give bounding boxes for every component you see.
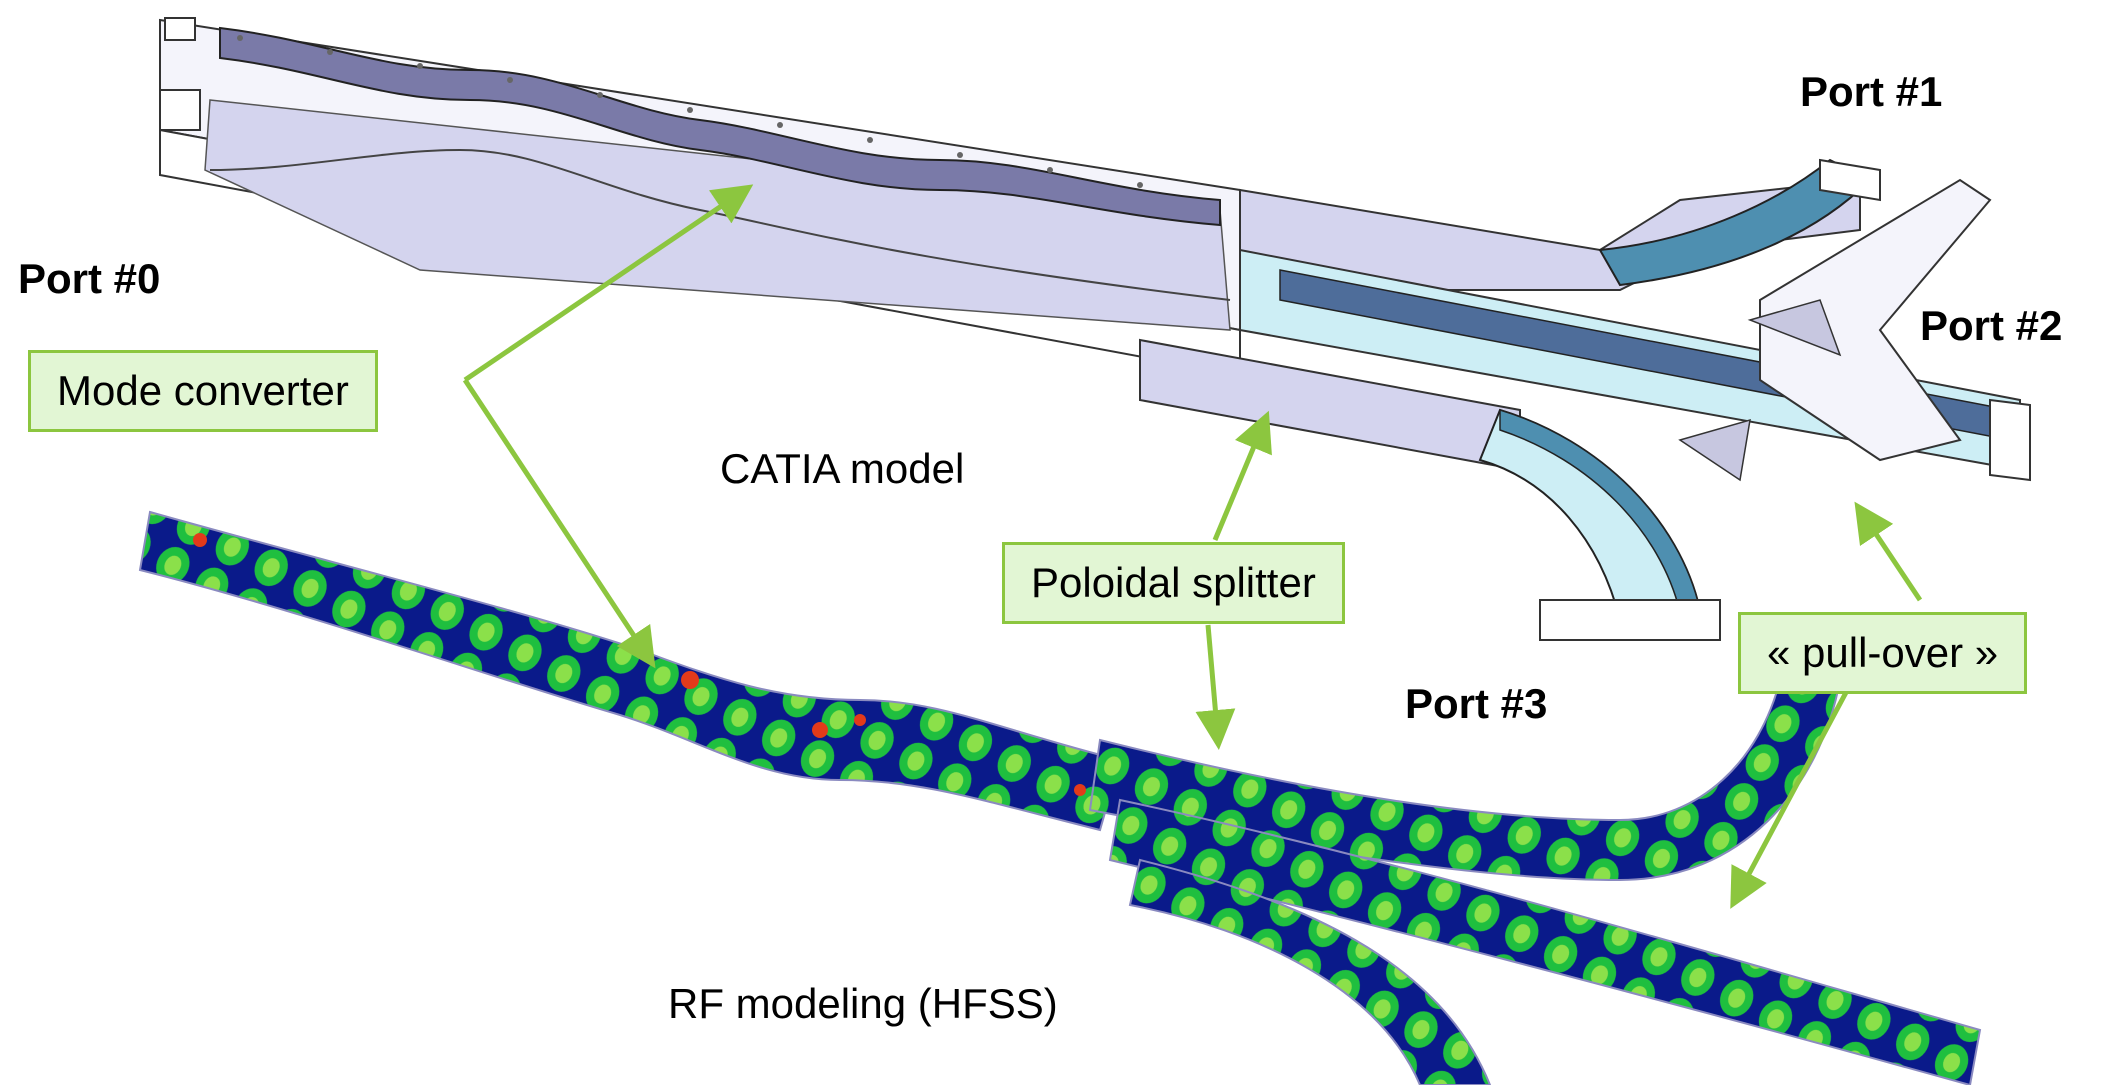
mode-converter-arrow-down <box>462 378 656 669</box>
pull-over-callout: « pull-over » <box>1738 612 2028 694</box>
bracket-hole-1 <box>1747 299 1842 357</box>
splitter-arrow-down <box>1195 624 1236 750</box>
field-branch-lower <box>1128 858 1492 1085</box>
port1-flange <box>1819 158 1881 202</box>
port3-flange <box>1539 599 1721 641</box>
mode-converter-arrow-up <box>463 184 754 383</box>
splitter-arrow-up <box>1212 410 1272 541</box>
rf-modeling-caption: RF modeling (HFSS) <box>668 980 1058 1027</box>
port0-flange-bottom <box>159 89 201 131</box>
port2-label: Port #2 <box>1920 302 2063 349</box>
lower-profile <box>209 148 1231 301</box>
field-branch-upper <box>1088 679 1842 882</box>
port2-flange <box>1989 398 2031 482</box>
corrugated-wall <box>219 26 1221 227</box>
callout-arrows <box>462 184 1923 909</box>
field-branch-middle <box>1108 798 1982 1085</box>
mode-converter-callout: Mode converter <box>28 350 378 432</box>
poloidal-splitter-callout: Poloidal splitter <box>1002 542 1345 624</box>
port0-label: Port #0 <box>18 255 161 302</box>
port1-label: Port #1 <box>1800 68 1943 115</box>
port3-bend <box>1478 408 1702 622</box>
bracket-hole-2 <box>1678 418 1751 482</box>
pullover-arrow-up <box>1854 501 1923 602</box>
rf-field-plot <box>138 510 1982 1085</box>
bolt-row <box>237 35 1143 188</box>
pullover-arrow-down <box>1730 683 1853 909</box>
field-hotspots <box>193 533 1086 796</box>
port0-flange-top <box>164 17 196 41</box>
support-bracket <box>1759 178 1992 462</box>
field-trunk <box>138 510 1122 832</box>
port3-label: Port #3 <box>1405 680 1548 727</box>
catia-model-caption: CATIA model <box>720 445 965 492</box>
